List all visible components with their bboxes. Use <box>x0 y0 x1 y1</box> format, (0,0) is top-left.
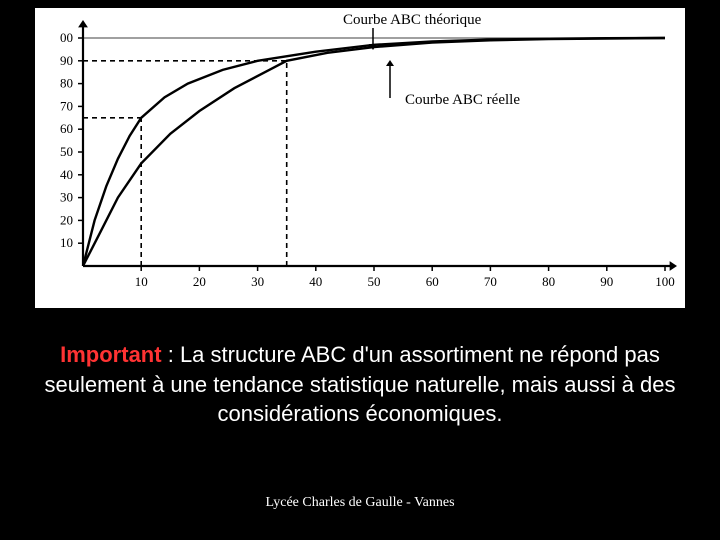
svg-text:10: 10 <box>135 274 148 289</box>
page-root: 10 20 30 40 50 60 70 80 90 100 10 20 30 40 50 60 70 80 90 0… <box>0 0 720 540</box>
svg-text:70: 70 <box>484 274 497 289</box>
caption-important-label: Important <box>60 342 161 367</box>
svg-text:Courbe ABC réelle: Courbe ABC réelle <box>405 92 520 108</box>
caption-text: : <box>168 342 180 367</box>
svg-text:50: 50 <box>368 274 381 289</box>
svg-text:50: 50 <box>60 144 73 159</box>
footer-text: Lycée Charles de Gaulle - Vannes <box>0 495 720 511</box>
svg-text:30: 30 <box>251 274 264 289</box>
svg-text:60: 60 <box>426 274 439 289</box>
svg-text:Courbe ABC théorique: Courbe ABC théorique <box>343 12 482 28</box>
svg-text:100: 100 <box>655 274 675 289</box>
svg-text:20: 20 <box>193 274 206 289</box>
caption-block: Important : La structure ABC d'un assort… <box>40 340 680 429</box>
abc-chart-panel: 10 20 30 40 50 60 70 80 90 100 10 20 30 40 50 60 70 80 90 0… <box>35 8 685 308</box>
svg-text:00: 00 <box>60 30 73 45</box>
svg-text:10: 10 <box>60 235 73 250</box>
svg-text:80: 80 <box>542 274 555 289</box>
svg-text:80: 80 <box>60 76 73 91</box>
svg-text:30: 30 <box>60 190 73 205</box>
svg-text:90: 90 <box>60 53 73 68</box>
svg-text:40: 40 <box>60 167 73 182</box>
svg-text:40: 40 <box>309 274 322 289</box>
svg-text:90: 90 <box>600 274 613 289</box>
svg-text:70: 70 <box>60 98 73 113</box>
svg-text:60: 60 <box>60 121 73 136</box>
svg-text:20: 20 <box>60 212 73 227</box>
abc-chart: 10 20 30 40 50 60 70 80 90 100 10 20 30 40 50 60 70 80 90 0… <box>35 8 685 308</box>
